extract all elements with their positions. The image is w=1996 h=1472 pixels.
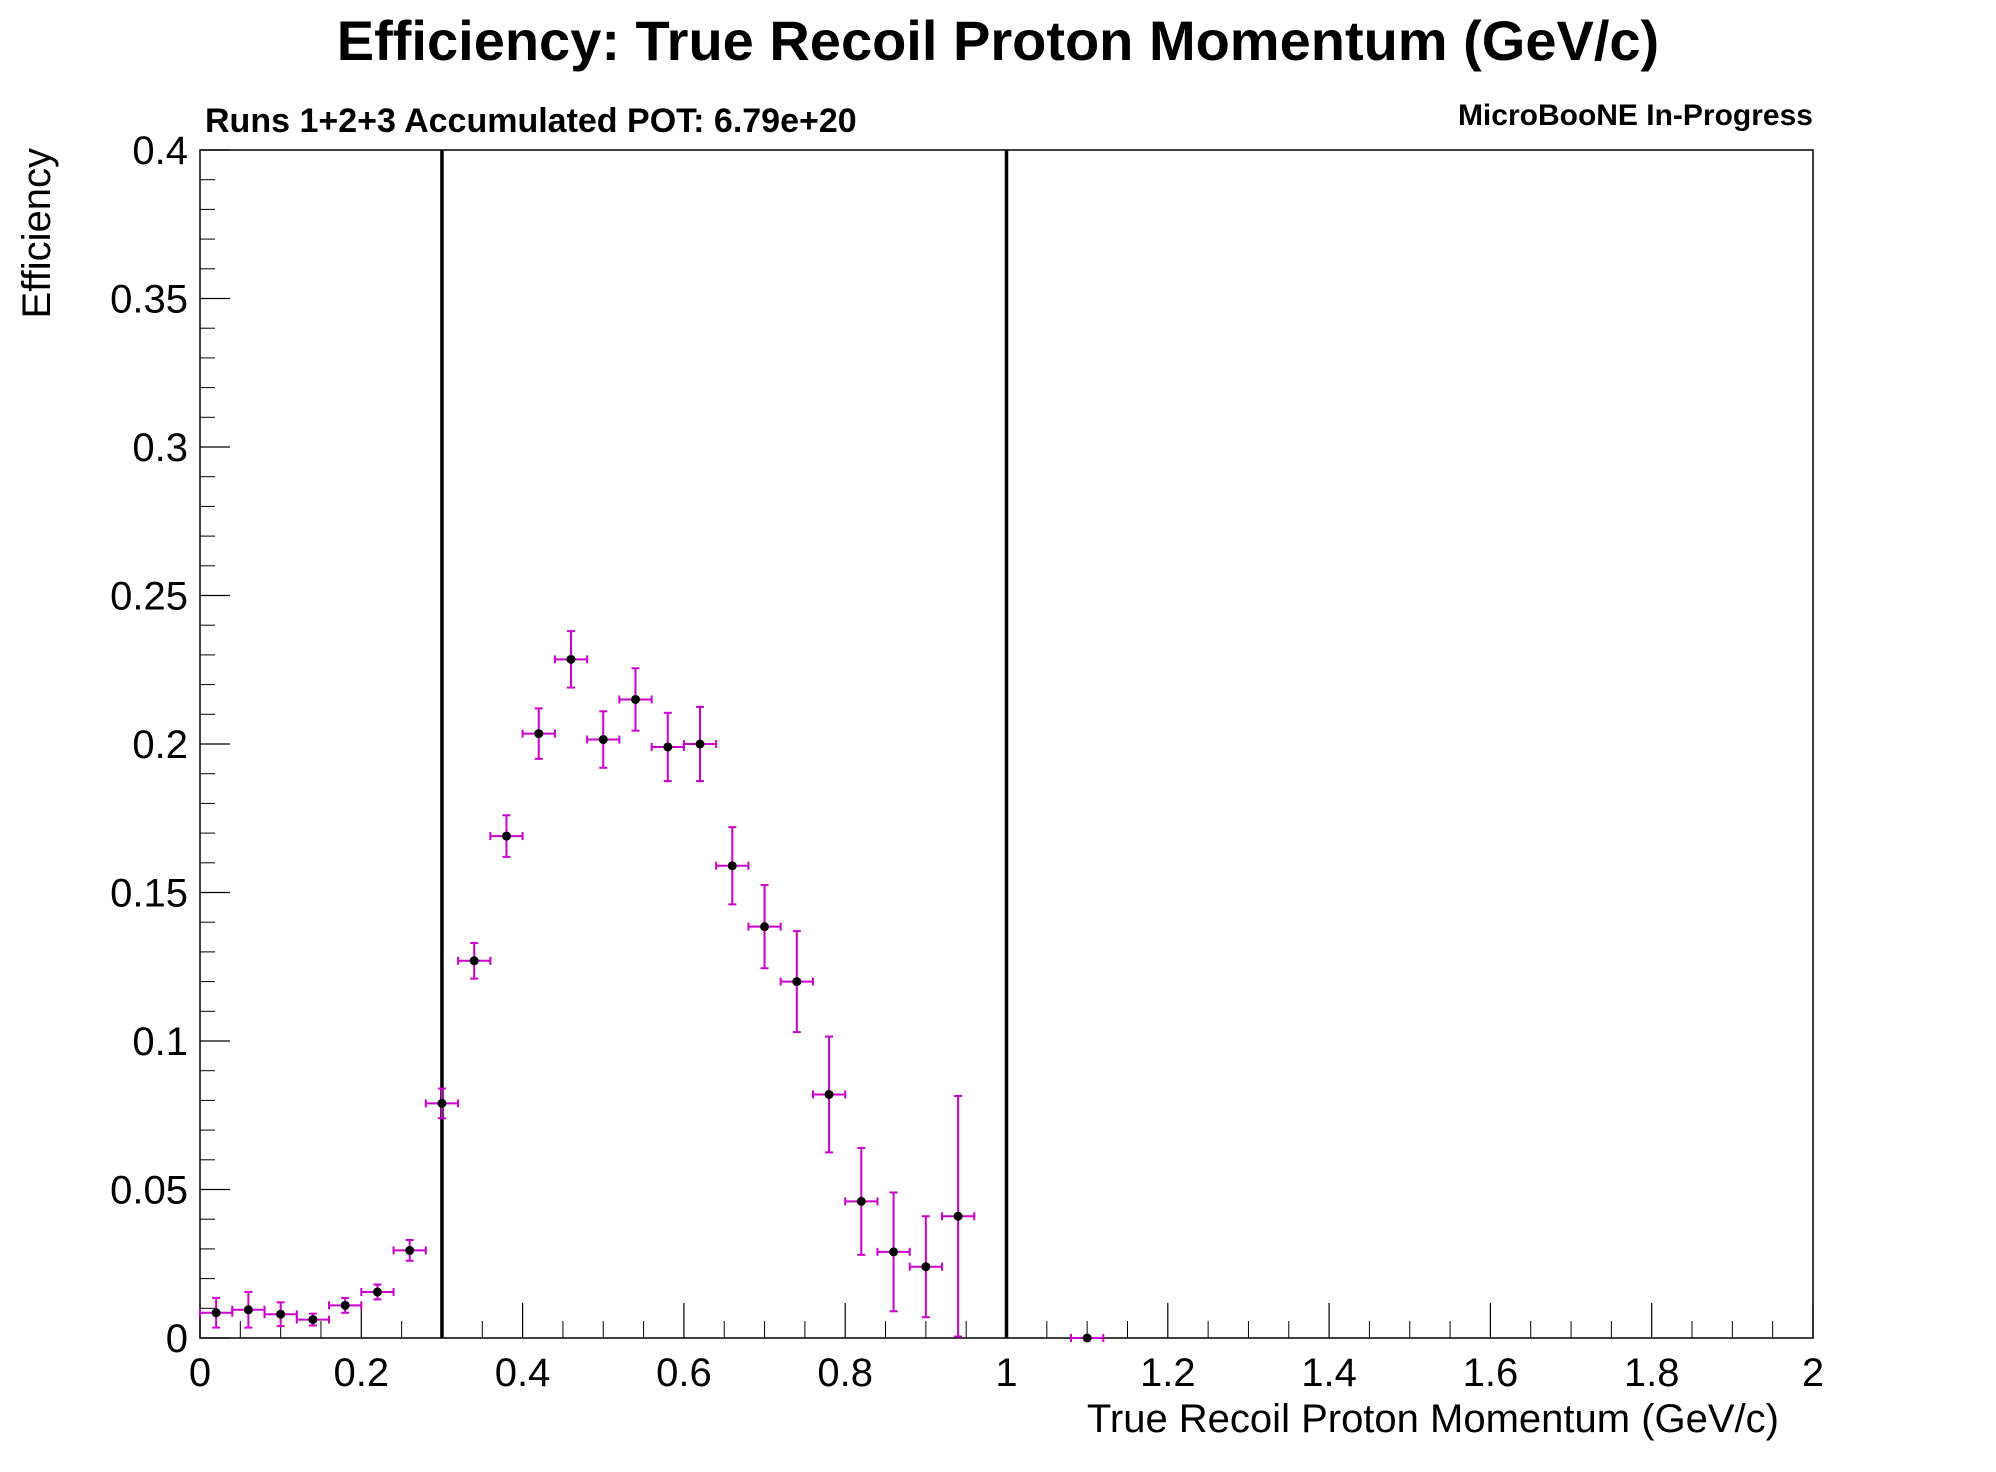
data-marker (437, 1098, 447, 1108)
chart-title: Efficiency: True Recoil Proton Momentum … (337, 9, 1659, 72)
x-tick-label: 0.6 (656, 1351, 712, 1395)
data-point (199, 1296, 234, 1329)
data-marker (243, 1305, 253, 1315)
data-point (715, 826, 750, 906)
data-points-layer (199, 630, 1105, 1343)
data-point (747, 884, 782, 970)
data-marker (889, 1247, 899, 1257)
data-point (553, 630, 589, 689)
data-point (618, 667, 653, 732)
data-marker (953, 1211, 963, 1221)
data-marker (1082, 1333, 1092, 1343)
data-point (424, 1087, 460, 1120)
data-point (779, 930, 814, 1034)
x-tick-label: 0.8 (817, 1351, 873, 1395)
data-marker (372, 1287, 382, 1297)
data-point (844, 1146, 879, 1256)
data-marker (631, 694, 641, 704)
x-tick-label: 2 (1802, 1351, 1824, 1395)
data-marker (308, 1315, 318, 1325)
axis-ticks-layer (199, 149, 1814, 1339)
y-tick-label: 0.3 (132, 426, 188, 470)
data-point (231, 1290, 266, 1329)
tick-labels-layer: 0 0.05 0.1 0.15 0.2 0.25 0.3 0.35 0.4 0 0.2 0.4 0.6 0… (110, 129, 1824, 1395)
data-point (489, 814, 524, 858)
data-marker (921, 1262, 931, 1272)
y-tick-label: 0.25 (110, 575, 188, 619)
data-point (1070, 1333, 1105, 1343)
x-tick-label: 0 (189, 1351, 211, 1395)
data-point (908, 1215, 943, 1319)
y-tick-label: 0.05 (110, 1169, 188, 1213)
data-point (940, 1094, 976, 1338)
data-marker (469, 956, 479, 966)
data-marker (598, 735, 608, 745)
x-tick-label: 0.4 (495, 1351, 551, 1395)
y-tick-label: 0.4 (132, 129, 188, 173)
x-tick-label: 1.8 (1624, 1351, 1680, 1395)
data-marker (760, 922, 770, 932)
data-marker (501, 831, 511, 841)
data-point (650, 711, 685, 783)
cut-lines-layer (440, 150, 1009, 1338)
data-marker (211, 1308, 221, 1318)
x-tick-label: 1.4 (1301, 1351, 1357, 1395)
data-point (295, 1312, 331, 1327)
x-tick-label: 1.6 (1463, 1351, 1519, 1395)
data-point (811, 1035, 847, 1154)
y-tick-label: 0.15 (110, 872, 188, 916)
y-tick-label: 0 (166, 1317, 188, 1361)
chart-subtitle-left: Runs 1+2+3 Accumulated POT: 6.79e+20 (205, 102, 857, 140)
data-marker (276, 1309, 286, 1319)
data-point (457, 941, 492, 980)
chart-subtitle-right: MicroBooNE In-Progress (1458, 99, 1813, 132)
y-tick-label: 0.2 (132, 723, 188, 767)
x-tick-label: 1 (995, 1351, 1017, 1395)
data-point (876, 1191, 911, 1313)
data-marker (566, 654, 576, 664)
y-tick-label: 0.1 (132, 1020, 188, 1064)
x-tick-label: 1.2 (1140, 1351, 1196, 1395)
data-marker (663, 742, 673, 752)
y-tick-label: 0.35 (110, 278, 188, 322)
data-marker (695, 739, 705, 749)
data-point (682, 705, 718, 783)
data-marker (792, 977, 802, 987)
data-marker (856, 1196, 866, 1206)
data-point (328, 1296, 363, 1314)
data-point (586, 710, 621, 769)
data-point (392, 1238, 427, 1262)
data-point (521, 707, 556, 760)
data-marker (340, 1300, 350, 1310)
data-point (263, 1301, 298, 1328)
x-tick-label: 0.2 (333, 1351, 389, 1395)
data-marker (405, 1245, 415, 1255)
data-point (360, 1283, 395, 1301)
data-marker (727, 861, 737, 871)
data-marker (534, 729, 544, 739)
y-axis-label: Efficiency (15, 148, 59, 318)
x-axis-label: True Recoil Proton Momentum (GeV/c) (1087, 1397, 1779, 1441)
data-marker (824, 1089, 834, 1099)
